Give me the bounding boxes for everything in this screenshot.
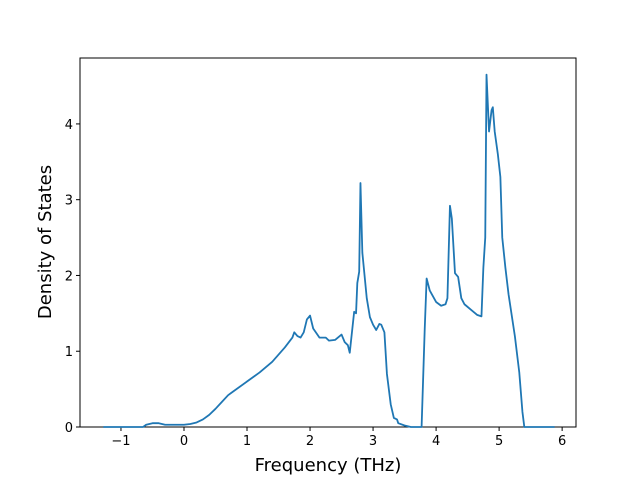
x-tick-label: 1 (243, 434, 251, 449)
x-tick-label: 5 (495, 434, 503, 449)
x-tick-label: 2 (306, 434, 314, 449)
x-tick-label: 0 (180, 434, 188, 449)
x-tick-label: −1 (111, 434, 130, 449)
y-tick-label: 2 (65, 269, 73, 284)
line-series (103, 73, 555, 428)
y-tick-label: 0 (65, 421, 73, 436)
y-tick-label: 4 (65, 118, 73, 133)
plot-frame (79, 57, 577, 428)
x-tick-label: 4 (432, 434, 440, 449)
x-tick-label: 6 (558, 434, 566, 449)
y-tick-label: 3 (65, 194, 73, 209)
y-tick-label: 1 (65, 345, 73, 360)
y-axis-label: Density of States (35, 165, 56, 319)
x-axis-label: Frequency (THz) (255, 455, 402, 476)
x-tick-label: 3 (369, 434, 377, 449)
